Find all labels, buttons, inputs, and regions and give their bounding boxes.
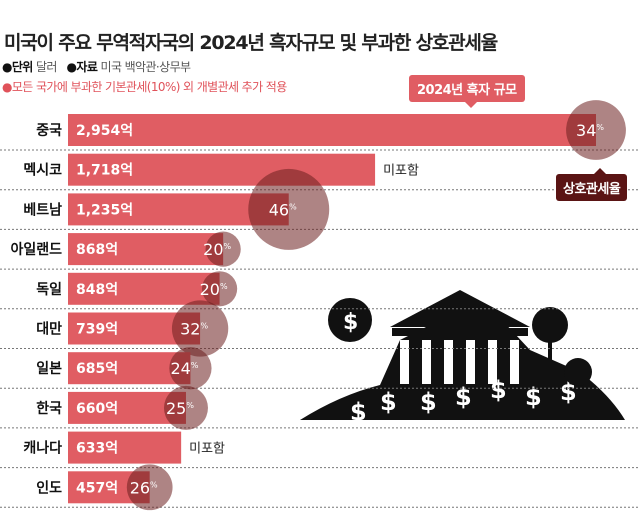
percent-sign: % [289,202,297,211]
legend-bar-callout: 2024년 흑자 규모 [409,75,525,108]
value-label: 2,954억 [76,123,133,139]
legend-circle-callout: 상호관세율 [556,168,628,201]
percent-sign: % [220,282,228,291]
bank-column-icon [466,340,475,384]
percent-sign: % [150,480,158,489]
source-label: ●자료 [66,60,98,74]
tariff-circle [163,385,208,430]
tariff-not-included-label: 미포함 [383,164,419,179]
bank-column-icon [510,340,519,384]
bar [68,272,220,305]
bank-column-icon [488,340,497,384]
bank-column-icon [444,340,453,384]
tariff-circle [205,231,241,267]
category-label: 아일랜드 [10,241,62,258]
chart-note: ●모든 국가에 부과한 기본관세(10%) 외 개별관세 추가 적용 [2,80,287,94]
percent-sign: % [200,322,208,331]
percent-sign: % [224,242,232,251]
island-icon [300,318,625,420]
dollar-sign-icon: $ [455,383,472,411]
bar [68,153,376,186]
tariff-circle [126,464,173,511]
value-label: 685억 [76,361,118,377]
bar-row: 베트남 1,235억 46% [0,168,640,250]
percent-sign: % [596,123,604,132]
value-label: 457억 [76,480,118,496]
tree-trunk-icon [548,330,552,375]
value-label: 1,718억 [76,163,133,179]
dollar-sign-icon: $ [343,310,358,335]
bar-row: 대만 739억 32% [0,300,640,357]
island-illustration: $ $ $ $ $ $ $ $ [300,290,625,426]
category-label: 독일 [36,282,62,298]
category-label: 베트남 [23,201,62,218]
dollar-sign-icon: $ [490,376,507,404]
dollar-sign-icon: $ [350,398,367,426]
bank-beam-icon [392,328,528,336]
bar [68,114,596,146]
bar-row: 독일 848억 20% [0,271,640,310]
chart-title: 미국이 주요 무역적자국의 2024년 흑자규모 및 부과한 상호관세율 [4,32,498,54]
dollar-sign-icon: $ [380,388,397,416]
bar-row: 아일랜드 868억 20% [0,231,640,270]
tariff-circle [169,347,212,390]
tree-icon [532,307,568,343]
bar-row: 일본 685억 24% [0,347,640,390]
percent-sign: % [186,401,194,410]
tariff-circle [248,168,330,250]
category-label: 중국 [36,123,62,139]
value-label: 660억 [76,401,118,417]
value-label: 633억 [76,441,118,457]
category-label: 한국 [36,401,62,417]
category-label: 멕시코 [23,162,62,179]
bar [68,431,182,464]
value-label: 739억 [76,322,118,338]
unit-label: ●단위 [2,60,33,74]
bar [68,233,224,266]
chart-meta: ●단위 달러 ●자료 미국 백악관·상무부 [2,58,192,75]
category-label: 인도 [36,479,62,496]
category-label: 일본 [36,361,62,377]
dollar-sign-icon: $ [560,378,577,406]
bank-column-icon [400,340,409,384]
tariff-not-included-label: 미포함 [189,442,225,457]
bar-row: 멕시코 1,718억 미포함 [0,153,640,191]
dollar-sign-icon: $ [525,383,542,411]
value-label: 848억 [76,282,118,298]
bar-row: 캐나다 633억 미포함 [0,431,640,469]
bar-row: 중국 2,954억 34% [0,100,640,160]
source-value: 미국 백악관·상무부 [100,60,192,74]
tree-icon [564,358,592,386]
category-label: 캐나다 [23,441,62,457]
tariff-circle [566,100,626,160]
bar-row: 인도 457억 26% [0,464,640,511]
tariff-circle [201,271,238,307]
value-label: 868억 [76,242,118,258]
value-label: 1,235억 [76,202,133,218]
bank-column-icon [422,340,431,384]
unit-value: 달러 [35,60,57,74]
percent-sign: % [191,361,199,370]
tariff-circle [171,300,229,357]
bar-row: 한국 660억 25% [0,385,640,430]
category-label: 대만 [36,322,62,338]
dollar-sign-icon: $ [420,388,437,416]
